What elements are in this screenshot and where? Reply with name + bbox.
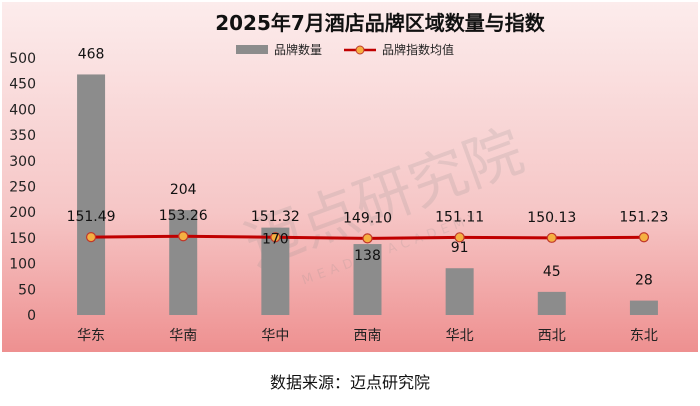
index-point [546, 232, 557, 243]
bar-value-label: 204 [170, 182, 197, 198]
bar [445, 268, 474, 315]
y-tick-label: 50 [18, 282, 36, 298]
bar-value-label: 28 [635, 273, 653, 289]
bar-value-label: 45 [543, 264, 561, 280]
index-value-label: 150.13 [527, 210, 576, 226]
y-tick-label: 500 [9, 51, 36, 67]
index-value-label: 151.11 [435, 209, 484, 225]
legend-swatch-bar [236, 45, 268, 54]
y-tick-label: 350 [9, 128, 36, 144]
x-tick-label: 西南 [354, 328, 382, 344]
index-point [85, 232, 97, 243]
index-line [85, 231, 650, 244]
y-tick-label: 150 [9, 231, 36, 247]
chart-title: 2025年7月酒店品牌区域数量与指数 [215, 11, 546, 35]
x-tick-label: 西北 [538, 328, 566, 344]
index-point [362, 233, 373, 244]
bar [77, 74, 106, 315]
bar [353, 244, 382, 315]
y-tick-label: 450 [9, 77, 36, 93]
index-point [270, 232, 281, 243]
y-axis-ticks: 0 50 100 150 200 250 300 350 400 450 500 [9, 51, 36, 324]
y-tick-label: 100 [9, 257, 36, 273]
bar [537, 291, 566, 315]
index-value-label: 151.23 [619, 209, 668, 225]
legend: 品牌数量 品牌指数均值 [236, 42, 454, 57]
x-tick-label: 华北 [446, 328, 474, 344]
index-point [178, 231, 189, 242]
x-tick-label: 东北 [630, 328, 658, 344]
index-point [454, 232, 465, 243]
bar [169, 210, 198, 315]
plot-background [2, 2, 698, 352]
y-tick-label: 400 [9, 102, 36, 118]
index-point [638, 232, 650, 243]
x-tick-label: 华中 [261, 328, 289, 344]
x-axis-ticks: 华东 华南 华中 西南 华北 西北 东北 [77, 328, 658, 344]
index-value-label: 151.32 [251, 209, 300, 225]
bar [629, 300, 658, 315]
source-note: 数据来源：迈点研究院 [270, 373, 430, 392]
y-tick-label: 0 [27, 308, 36, 324]
x-tick-label: 华南 [169, 328, 197, 344]
legend-label-bar: 品牌数量 [274, 42, 322, 57]
data-labels: 468 204 170 138 91 45 28 151.49 153.26 151.32 149.… [67, 46, 669, 288]
bar-value-label: 138 [354, 248, 381, 264]
index-value-label: 149.10 [343, 210, 392, 226]
y-tick-label: 250 [9, 180, 36, 196]
y-tick-label: 300 [9, 154, 36, 170]
legend-swatch-marker [355, 45, 365, 55]
index-value-label: 153.26 [159, 208, 208, 224]
bar-value-label: 91 [451, 240, 469, 256]
y-tick-label: 200 [9, 205, 36, 221]
index-value-label: 151.49 [67, 209, 116, 225]
bar-value-label: 468 [78, 46, 105, 62]
x-tick-label: 华东 [77, 328, 105, 344]
bar-value-label: 170 [262, 232, 289, 248]
legend-label-line: 品牌指数均值 [382, 42, 454, 57]
